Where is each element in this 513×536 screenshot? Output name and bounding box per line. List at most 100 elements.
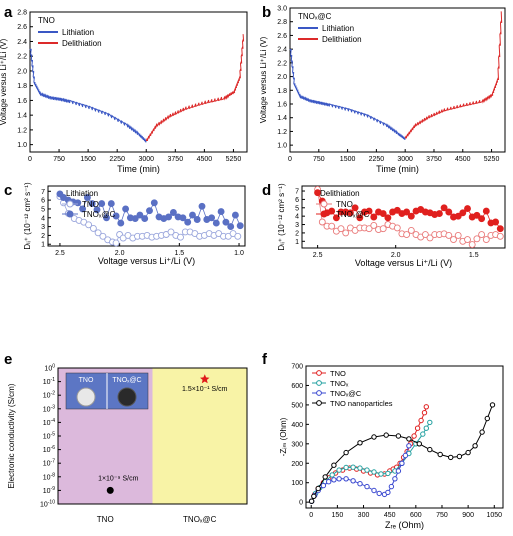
y-tick-label: 2.6 xyxy=(17,24,27,31)
legend-label: TNOₓ xyxy=(330,379,349,388)
series-point xyxy=(392,476,398,482)
series-point xyxy=(336,467,342,473)
x-tick-label: 750 xyxy=(313,156,325,163)
x-tick-label: 4500 xyxy=(197,156,213,163)
series-point xyxy=(371,487,377,494)
y-axis-label: Dₗᵢ⁺ (10⁻¹² cm² s⁻¹) xyxy=(23,182,32,250)
tnox-c-point xyxy=(184,218,192,226)
legend-label: TNO nanoparticles xyxy=(330,399,393,408)
x-tick-label: 600 xyxy=(410,512,422,519)
x-tick-label: 750 xyxy=(53,156,65,163)
tno-point xyxy=(370,221,378,229)
x-tick-label: 1500 xyxy=(340,156,356,163)
tno-point xyxy=(318,218,326,226)
tno-point xyxy=(167,228,175,236)
y-tick-label: 500 xyxy=(291,402,303,409)
series-point xyxy=(308,498,315,504)
series-point xyxy=(371,434,377,440)
panel-b-voltage-profile: 0 750 1500 2250 3000 3750 4500 5250 1.0 1.2 1.4 1.6… xyxy=(259,6,506,174)
series-point xyxy=(343,464,349,471)
y-tick-label: 10-6 xyxy=(43,445,55,454)
y-tick-label: 4 xyxy=(41,215,45,222)
tnox-c-point xyxy=(464,205,471,213)
legend-label: Lithiation xyxy=(62,28,94,37)
tnox-c-point xyxy=(356,214,364,222)
x-tick-label: 5250 xyxy=(484,156,500,163)
tnox-c-point xyxy=(314,189,322,197)
y-tick-label: 10-4 xyxy=(43,418,55,427)
tno-point xyxy=(99,232,107,240)
panel-f-nyquist: 0 150 300 450 600 750 900 1050 0 100 200 300 400 500 6… xyxy=(279,364,504,530)
tnox-c-point xyxy=(74,199,82,207)
series-line-lithiation xyxy=(289,48,406,140)
legend-swatch-marker xyxy=(316,370,322,376)
tno-point xyxy=(496,232,504,240)
series-point xyxy=(326,479,332,485)
y-tick-label: 1.6 xyxy=(17,98,27,105)
y-tick-label: 6 xyxy=(295,197,299,204)
tnox-c-point xyxy=(370,213,378,221)
tnox-c-point xyxy=(208,214,216,222)
panel-letter-f: f xyxy=(262,351,268,368)
legend-swatch-marker xyxy=(316,380,322,386)
series-point xyxy=(371,469,377,475)
series-point xyxy=(465,449,471,456)
legend-swatch-marker xyxy=(320,210,328,218)
y-tick-label: 2.8 xyxy=(17,10,27,17)
tnox-c-point xyxy=(440,204,448,212)
x-axis-label: Voltage versus Li⁺/Li (V) xyxy=(355,258,452,268)
y-tick-label: 2.8 xyxy=(277,19,287,26)
x-tick-label: 1050 xyxy=(486,512,502,519)
series-point xyxy=(437,451,443,458)
x-tick-label: 0 xyxy=(28,156,32,163)
x-tick-label: 1.5 xyxy=(174,250,184,257)
x-tick-label: 4500 xyxy=(455,156,471,163)
series-point xyxy=(350,464,356,470)
tno-point xyxy=(337,225,345,233)
tno-point xyxy=(365,225,373,233)
tnox-c-point xyxy=(117,219,125,227)
tnox-c-point xyxy=(222,218,230,226)
tnox-c-point xyxy=(379,210,387,218)
y-tick-label: 1.2 xyxy=(277,129,287,136)
tnox-c-point xyxy=(122,205,130,213)
y-tick-label: 2.2 xyxy=(17,54,27,61)
y-tick-label: 300 xyxy=(291,441,303,448)
y-tick-label: 100 xyxy=(44,364,55,373)
x-tick-label: 900 xyxy=(462,512,474,519)
y-tick-label: 0 xyxy=(299,500,303,507)
series-point xyxy=(427,419,433,426)
series-point xyxy=(357,465,363,471)
y-tick-label: 400 xyxy=(291,422,303,429)
x-tick-label: 450 xyxy=(384,512,396,519)
plot-frame xyxy=(289,7,506,153)
legend-label: Lithiation xyxy=(322,24,354,33)
x-tick-label: 3000 xyxy=(138,156,154,163)
plot-frame xyxy=(301,185,506,249)
tnox-c-point xyxy=(492,218,500,226)
tnox-c-point xyxy=(393,206,401,214)
series-point xyxy=(343,449,349,456)
tnox-c-point xyxy=(346,209,354,217)
series-point xyxy=(331,477,337,483)
y-tick-label: 2.0 xyxy=(277,74,287,81)
series-line xyxy=(311,404,493,502)
legend-swatch-marker xyxy=(320,200,328,208)
y-axis-label: Voltage versus Li⁺/Li (V) xyxy=(0,38,8,125)
series-point xyxy=(479,429,485,435)
y-tick-label: 2.0 xyxy=(17,68,27,75)
y-tick-label: 100 xyxy=(291,480,303,487)
x-tick-label: 2.5 xyxy=(55,250,65,257)
y-tick-label: 2.4 xyxy=(277,47,287,54)
y-tick-label: 5 xyxy=(41,206,45,213)
tnox-c-pellet-icon xyxy=(117,387,137,407)
y-tick-label: 600 xyxy=(291,383,303,390)
series-point xyxy=(406,436,412,442)
y-tick-label: 1.0 xyxy=(17,142,27,149)
series-point xyxy=(357,481,363,487)
y-tick-label: 10-5 xyxy=(43,432,55,441)
series-point xyxy=(472,443,478,449)
plot-frame xyxy=(47,185,246,247)
series-point xyxy=(322,474,328,480)
